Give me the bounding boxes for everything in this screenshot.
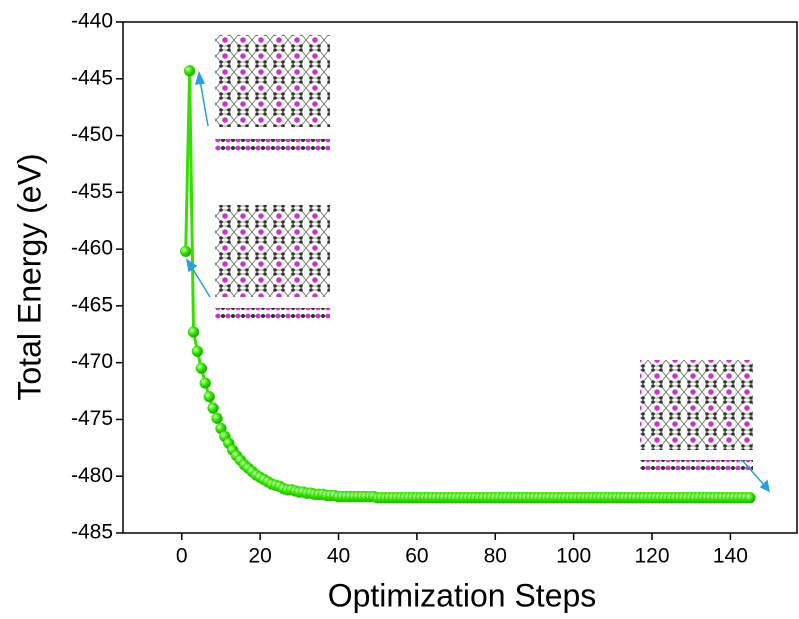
arrow [742, 460, 765, 486]
structure-inset [215, 35, 330, 127]
y-axis-title: Total Energy (eV) [11, 153, 47, 400]
y-tick-label: -470 [71, 350, 113, 373]
insets [187, 35, 769, 491]
data-point [744, 492, 755, 503]
plot-layer: -485 -480 -475 -470 -465 -460 -455 -450 -445 -440… [71, 10, 797, 568]
y-tick-label: -440 [71, 10, 113, 33]
x-tick-label: 120 [634, 545, 669, 568]
y-tick-label: -450 [71, 123, 113, 146]
structure-inset [640, 360, 753, 450]
x-tick-label: 100 [556, 545, 591, 568]
x-axis-title: Optimization Steps [328, 577, 597, 613]
structure-inset [215, 205, 330, 297]
data-point [204, 391, 215, 402]
data-point [192, 346, 203, 357]
chart: -485 -480 -475 -470 -465 -460 -455 -450 -445 -440… [0, 0, 799, 619]
data-point [188, 327, 199, 338]
data-point [200, 378, 211, 389]
y-tick-label: -485 [71, 521, 113, 544]
data-point [184, 65, 195, 76]
y-tick-label: -445 [71, 66, 113, 89]
arrow [200, 80, 208, 126]
data-point [208, 403, 219, 414]
y-tick-label: -455 [71, 180, 113, 203]
x-tick-label: 80 [484, 545, 507, 568]
x-tick-label: 40 [327, 545, 350, 568]
y-tick-label: -465 [71, 293, 113, 316]
structure-side-view [215, 139, 330, 151]
structure-side-view [640, 460, 753, 470]
x-tick-label: 140 [713, 545, 748, 568]
x-tick-label: 0 [176, 545, 188, 568]
structure-side-view [215, 308, 330, 320]
data-point [180, 246, 191, 257]
x-tick-label: 60 [405, 545, 428, 568]
y-tick-label: -475 [71, 407, 113, 430]
data-point [212, 413, 223, 424]
data-point [196, 363, 207, 374]
y-tick-label: -480 [71, 464, 113, 487]
arrowhead [196, 73, 204, 84]
y-tick-label: -460 [71, 237, 113, 260]
x-tick-label: 20 [248, 545, 271, 568]
